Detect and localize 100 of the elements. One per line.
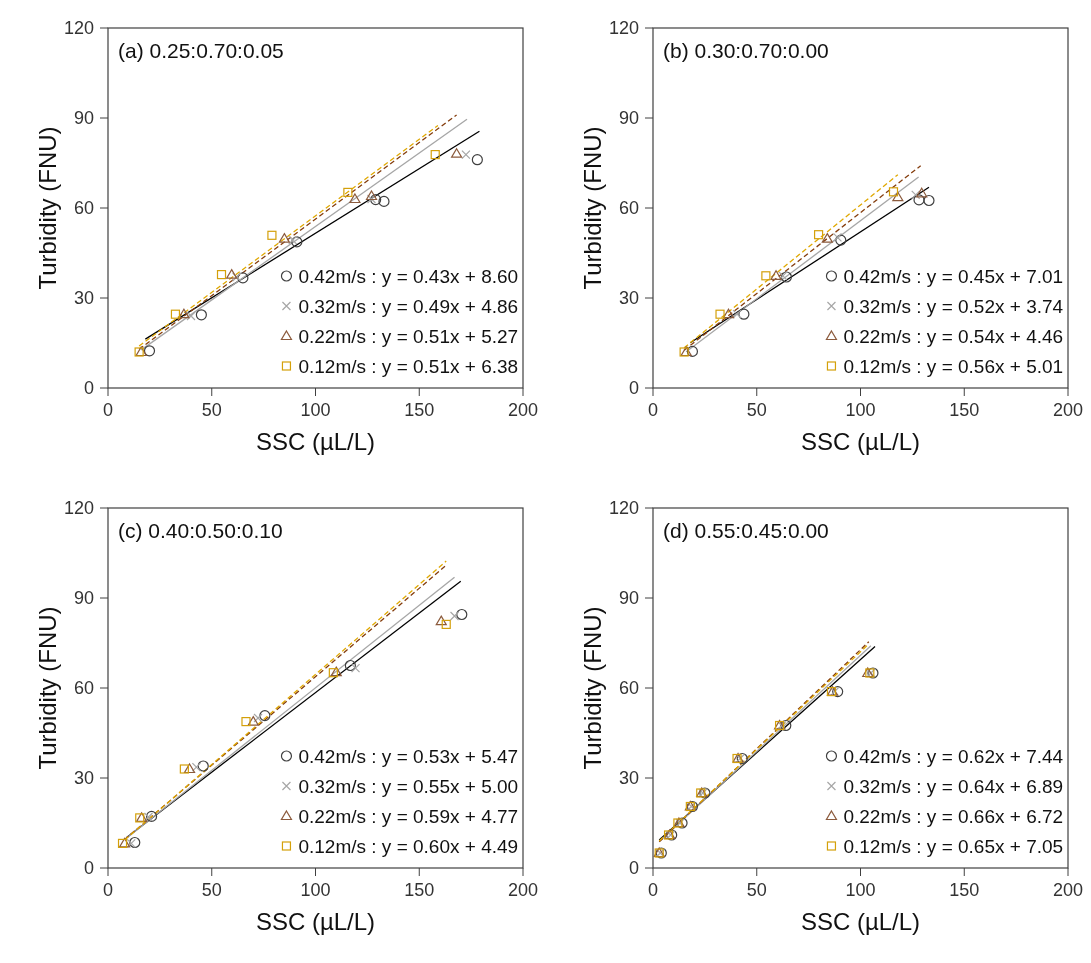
y-tick-label: 30 [73,288,94,309]
point [778,271,788,281]
y-tick-label: 120 [608,18,639,39]
point [732,309,742,319]
point [715,309,725,319]
y-tick-label: 0 [628,378,639,399]
legend-label: 0.22m/s : y = 0.51x + 5.27 [298,325,519,347]
point [722,308,735,319]
point [241,717,251,727]
x-axis-title: SSC (µL/L) [255,908,376,935]
point [449,611,460,621]
point [179,764,189,774]
point [780,719,792,732]
point [780,271,793,283]
x-tick-label: 200 [1052,400,1084,420]
x-tick-label: 200 [1052,880,1084,900]
point [365,190,378,201]
legend-label: 0.12m/s : y = 0.65x + 7.05 [843,835,1064,857]
text: (b) 0.30:0.70:0.00 [663,39,829,62]
y-tick-label: 30 [618,768,639,789]
point [216,270,227,280]
x-tick-label: 150 [404,880,435,900]
point [278,233,290,243]
legend-label: 0.42m/s : y = 0.53x + 5.47 [298,745,519,767]
point [288,235,298,245]
x-tick-label: 100 [300,400,331,420]
point [253,713,263,723]
point [821,233,833,243]
point [888,187,899,197]
legend-label: 0.12m/s : y = 0.60x + 4.49 [298,835,519,857]
y-tick-label: 60 [73,198,94,219]
legend-label: 0.22m/s : y = 0.54x + 4.46 [843,325,1064,347]
legend-label: 0.12m/s : y = 0.51x + 6.38 [298,355,519,377]
point [761,271,771,281]
point [186,311,196,321]
point [267,230,277,240]
point [183,763,196,774]
point [738,308,750,320]
point [343,187,353,197]
text: (c) 0.40:0.50:0.10 [118,519,283,542]
point [456,608,468,621]
point [143,345,156,357]
point [143,812,154,822]
point [892,191,904,202]
point [916,187,928,198]
y-axis-title: Turbidity (FNU) [579,126,606,290]
y-tick-label: 120 [63,18,94,39]
x-tick-label: 200 [507,400,539,420]
point [330,666,342,677]
x-tick-label: 50 [201,880,222,900]
point [835,234,847,246]
x-axis-title: SSC (µL/L) [800,428,921,455]
point [378,195,390,207]
y-tick-label: 0 [83,858,94,879]
y-tick-label: 90 [618,108,639,129]
point [178,308,190,319]
y-tick-label: 30 [618,288,639,309]
legend-label: 0.42m/s : y = 0.43x + 8.60 [298,265,519,287]
x-tick-label: 150 [949,880,980,900]
point [832,232,843,242]
y-tick-label: 60 [73,678,94,699]
legend-label: 0.42m/s : y = 0.45x + 7.01 [843,265,1064,287]
x-tick-label: 100 [300,880,331,900]
x-axis-title: SSC (µL/L) [255,428,376,455]
point [145,810,158,822]
point [366,194,377,204]
point [170,309,181,319]
x-tick-label: 0 [647,880,659,900]
x-tick-label: 150 [949,400,980,420]
x-tick-label: 0 [647,400,659,420]
point [291,236,303,248]
y-tick-label: 120 [608,498,639,519]
point [237,272,249,284]
legend-label: 0.32m/s : y = 0.55x + 5.00 [298,775,519,797]
point [344,659,356,672]
point [370,194,382,206]
x-tick-label: 0 [102,400,114,420]
x-tick-label: 100 [845,880,876,900]
legend-label: 0.32m/s : y = 0.52x + 3.74 [843,295,1064,317]
y-tick-label: 60 [618,678,639,699]
point [259,710,271,722]
x-tick-label: 50 [201,400,222,420]
x-axis-title: SSC (µL/L) [800,908,921,935]
x-tick-label: 50 [746,400,767,420]
y-tick-label: 120 [63,498,94,519]
point [461,150,471,160]
x-tick-label: 200 [507,880,539,900]
text: (d) 0.55:0.45:0.00 [663,519,829,542]
y-tick-label: 30 [73,768,94,789]
legend-label: 0.22m/s : y = 0.59x + 4.77 [298,805,519,827]
y-axis-title: Turbidity (FNU) [34,126,61,290]
x-tick-label: 0 [102,880,114,900]
x-tick-label: 100 [845,400,876,420]
point [923,194,935,207]
y-axis-title: Turbidity (FNU) [579,606,606,770]
point [441,619,451,629]
point [191,762,201,772]
point [813,230,824,240]
y-tick-label: 90 [73,108,94,129]
y-axis-title: Turbidity (FNU) [34,606,61,770]
